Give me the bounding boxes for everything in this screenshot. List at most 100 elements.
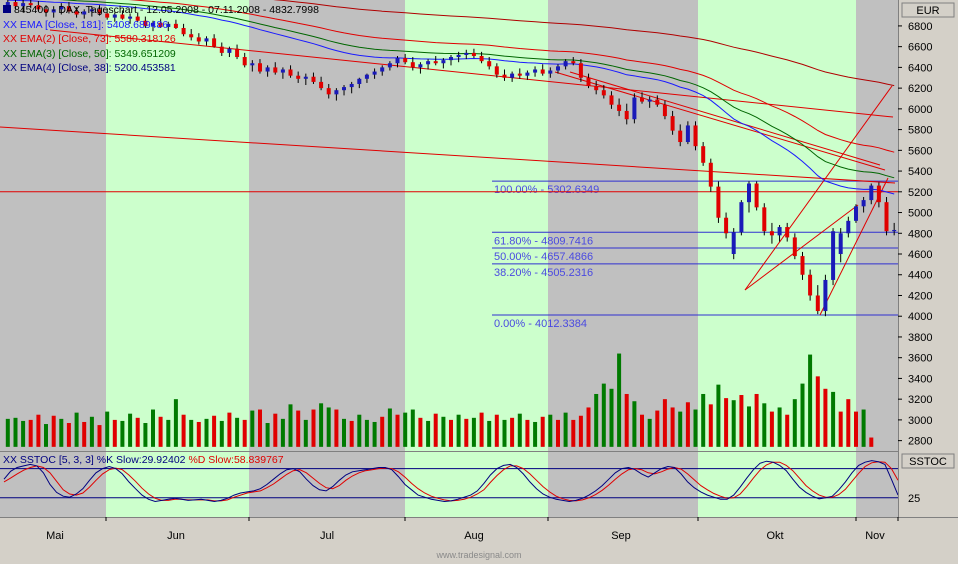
currency-box [901, 2, 955, 18]
volume-bar [273, 413, 278, 447]
volume-bar [181, 414, 186, 447]
y-tick-label: 6200 [908, 83, 932, 95]
candle-body [265, 67, 270, 72]
candle-body [685, 125, 690, 143]
candle-body [303, 76, 308, 79]
volume-bar [578, 415, 583, 447]
candle-body [624, 110, 629, 120]
trendline [0, 126, 896, 184]
trendlines [0, 29, 898, 316]
volume-bar [640, 414, 644, 447]
currency-label: EUR [916, 5, 939, 17]
volume-bar [66, 423, 71, 447]
month-label: Nov [865, 530, 885, 542]
candle-body [296, 75, 301, 79]
axis-background [898, 0, 958, 517]
candle-body [724, 217, 729, 234]
candle-body [319, 81, 324, 89]
volume-bar [548, 414, 553, 447]
volume-bar [777, 407, 782, 447]
y-tick-label: 4800 [908, 228, 932, 240]
volume-bar [693, 409, 698, 447]
volume-bar [387, 408, 392, 447]
fibonacci-retracement: 100.00% - 5302.6349 61.80% - 4809.7416 50.… [492, 180, 898, 330]
stoch-d-label: %D Slow:58.839767 [188, 454, 284, 466]
candle-body [288, 69, 293, 76]
month-band [405, 0, 548, 451]
candle-body [250, 63, 255, 66]
volume-bar [13, 417, 18, 447]
candle-body [571, 61, 576, 64]
candle-body [143, 20, 148, 26]
volume-bar [571, 419, 576, 447]
volume-bar [36, 414, 41, 447]
candle-body [227, 48, 232, 53]
candle-body [456, 54, 461, 58]
volume-bar [357, 414, 362, 447]
candle-body [89, 9, 94, 12]
volume-bar [647, 418, 652, 447]
candle-body [311, 76, 316, 82]
candle-body [601, 90, 606, 96]
candle-body [762, 207, 767, 232]
y-tick-label: 5800 [908, 125, 932, 137]
volume-bar [701, 393, 706, 447]
candlesticks [5, 0, 897, 317]
candle-body [869, 185, 874, 201]
candle-body [815, 295, 820, 312]
volume-bar [800, 383, 805, 447]
volume-bar [823, 388, 828, 447]
trendline [744, 85, 893, 291]
candle-body [181, 27, 186, 35]
candle-body [708, 162, 713, 187]
y-tick-label: 6800 [908, 21, 932, 33]
ema-line [273, 0, 895, 87]
candle-body [128, 16, 133, 19]
y-tick-label: 6400 [908, 62, 932, 74]
volume-bar [502, 419, 507, 447]
volume-bar [418, 417, 423, 447]
fib-label: 50.00% - 4657.4866 [494, 251, 593, 263]
volume-bar [364, 419, 369, 447]
month-label: Aug [464, 530, 484, 542]
candle-body [502, 74, 507, 78]
volume-bar [319, 403, 324, 447]
volume-bar [632, 401, 637, 447]
volume-bar [151, 409, 155, 447]
month-label: Mai [46, 530, 64, 542]
candle-body [670, 116, 675, 131]
volume-bar [196, 421, 201, 447]
volume-bar [433, 413, 438, 447]
volume-bar [97, 425, 102, 447]
trendline [819, 177, 889, 316]
y-tick-label: 5200 [908, 187, 932, 199]
footer-watermark: www.tradesignal.com [436, 550, 522, 560]
volume-bar [556, 419, 560, 447]
candle-body [74, 11, 79, 15]
volume-bar [303, 419, 308, 447]
y-tick-label: 4200 [908, 290, 932, 302]
volume-bar [51, 415, 56, 447]
price-axis: EUR 6800 6600 6400 6200 6000 5800 5600 5400 5200 5… [898, 0, 958, 517]
candle-body [823, 279, 828, 312]
volume-bar [135, 417, 140, 447]
candle-body [831, 231, 836, 280]
volume-bar [21, 420, 26, 447]
candle-body [326, 88, 331, 95]
candle-body [410, 62, 415, 68]
volume-bar [158, 416, 163, 447]
candle-body [777, 227, 782, 236]
volume-bar [869, 437, 874, 447]
trendline [744, 204, 859, 291]
candle-body [487, 61, 492, 67]
candle-body [349, 83, 354, 88]
volume-bar [464, 418, 469, 447]
volume-bar [708, 404, 713, 447]
stoch-label-box [901, 453, 955, 469]
volume-bar [334, 409, 339, 447]
volume-bar [662, 399, 667, 447]
candle-body [357, 78, 362, 84]
volume-bar [487, 420, 492, 447]
fib-label: 61.80% - 4809.7416 [494, 235, 593, 247]
y-tick-label: 5600 [908, 145, 932, 157]
